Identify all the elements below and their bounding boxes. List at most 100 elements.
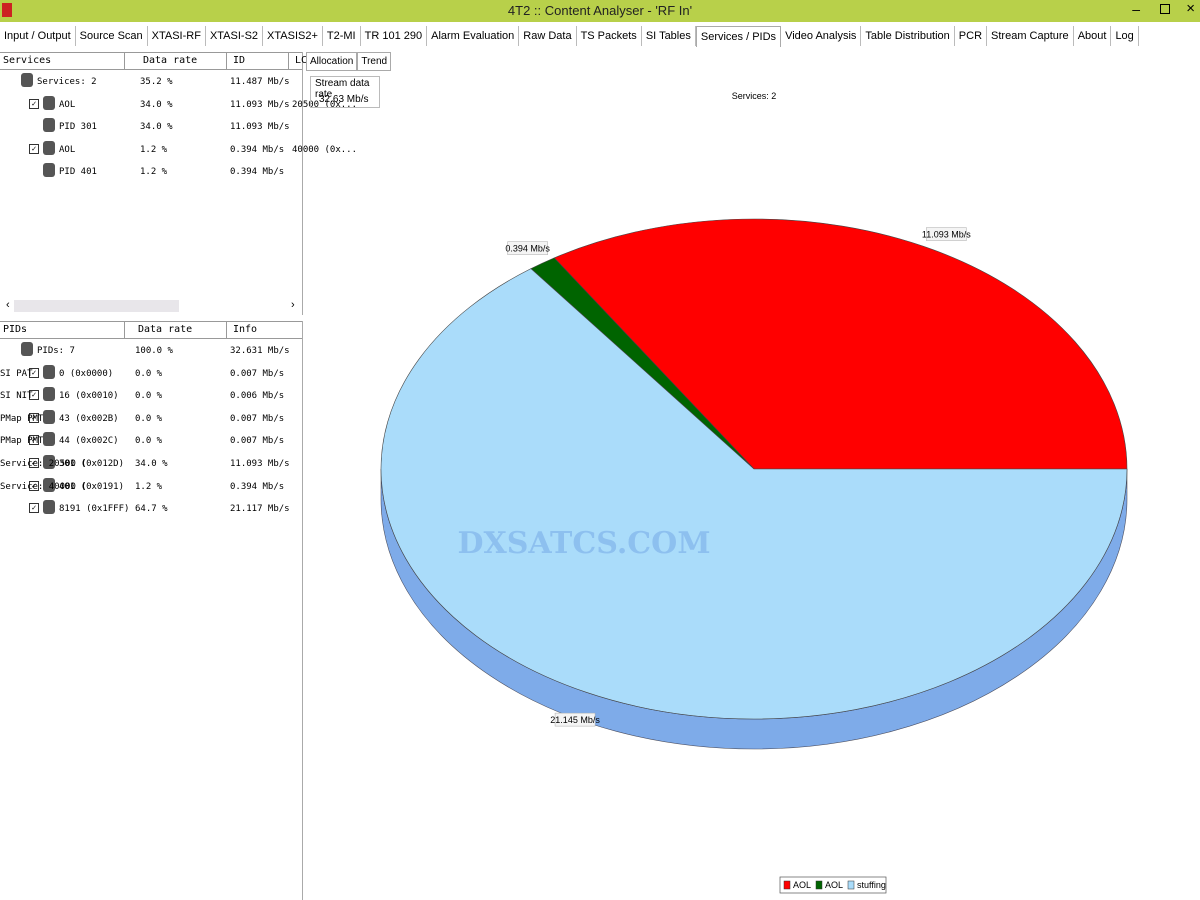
tab[interactable]: Services / PIDs	[695, 26, 782, 47]
window-title: 4T2 :: Content Analyser - 'RF In'	[507, 3, 693, 18]
checkbox[interactable]: ✓	[29, 457, 39, 468]
minimize-button[interactable]: –	[1132, 1, 1140, 17]
tab[interactable]: Stream Capture	[987, 26, 1074, 46]
checkbox[interactable]: ✓	[29, 435, 39, 446]
chart-tabs: Allocation Trend	[306, 52, 392, 71]
checkbox[interactable]: ✓	[29, 367, 39, 378]
tab[interactable]: Video Analysis	[781, 26, 862, 46]
column-header: Services	[3, 55, 52, 66]
column-divider	[124, 322, 125, 338]
cell: 43 (0x002B)	[59, 413, 119, 424]
tab[interactable]: About	[1074, 26, 1112, 46]
cell: 0.007 Mb/s	[230, 413, 285, 424]
cell: 11.093 Mb/s	[230, 458, 290, 469]
cell: 0.006 Mb/s	[230, 391, 285, 402]
scrollbar[interactable]	[14, 300, 179, 312]
close-button[interactable]: ×	[1186, 0, 1195, 17]
tab[interactable]: TS Packets	[577, 26, 642, 46]
row-icon	[21, 73, 33, 87]
legend-box	[779, 876, 887, 894]
checkbox[interactable]: ✓	[29, 390, 39, 401]
table-row: ✓ 0 (0x0000) 0.0 % 0.007 Mb/s SI PAT	[0, 362, 302, 385]
cell: 11.093 Mb/s	[230, 99, 290, 110]
checkbox[interactable]: ✓	[29, 143, 39, 154]
tab[interactable]: Table Distribution	[861, 26, 955, 46]
column-divider	[288, 53, 289, 69]
cell: AOL	[59, 144, 76, 155]
column-header: LC	[295, 55, 308, 66]
tab[interactable]: XTASI-S2	[206, 26, 264, 46]
checkbox[interactable]: ✓	[29, 412, 39, 423]
cell: 401 (0x0191)	[59, 481, 125, 492]
cell: 11.487 Mb/s	[230, 77, 290, 87]
checkbox[interactable]: ✓	[29, 480, 39, 491]
watermark: DXSATCS.COM	[457, 526, 710, 561]
cell: 34.0 %	[135, 458, 168, 469]
tab[interactable]: TR 101 290	[361, 26, 428, 46]
row-icon	[43, 364, 55, 379]
cell: 40000 (0x...	[292, 144, 358, 155]
scroll-right[interactable]: ›	[291, 299, 295, 311]
table-row: ✓ AOL 1.2 % 0.394 Mb/s 40000 (0x...	[0, 138, 357, 161]
pie-slice	[380, 268, 1128, 720]
tab[interactable]: XTASI-RF	[148, 26, 206, 46]
cell: 0.394 Mb/s	[230, 144, 285, 155]
cell: 0.394 Mb/s	[230, 167, 285, 178]
row-icon	[43, 387, 55, 402]
legend-swatch	[783, 880, 791, 890]
tab[interactable]: Source Scan	[76, 26, 148, 46]
app-icon	[2, 3, 12, 17]
chart-tab[interactable]: Allocation	[306, 52, 358, 71]
cell: 8191 (0x1FFF)	[59, 504, 130, 515]
cell: Services: 2	[37, 77, 97, 87]
tab[interactable]: SI Tables	[642, 26, 696, 46]
cell: 0 (0x0000)	[59, 368, 114, 379]
title-bar: 4T2 :: Content Analyser - 'RF In' – ×	[0, 0, 1200, 22]
scroll-left[interactable]: ‹	[6, 299, 10, 311]
table-row: ✓ 8191 (0x1FFF) 64.7 % 21.117 Mb/s	[0, 497, 302, 520]
cell: 301 (0x012D)	[59, 458, 125, 469]
rate-box: Stream data rate 32.63 Mb/s	[310, 76, 380, 108]
legend-label: stuffing	[857, 880, 886, 890]
column-header: PIDs	[3, 324, 28, 335]
cell: 35.2 %	[140, 77, 173, 87]
table-row: ✓ AOL 34.0 % 11.093 Mb/s 20500 (0x...	[0, 93, 357, 116]
checkbox[interactable]: ✓	[29, 98, 39, 109]
chart: Services: 2 11.093 Mb/s 0.394 Mb/s 21.145 M…	[380, 91, 1128, 894]
cell: AOL	[59, 99, 76, 110]
services-panel: Services Data rate ID LC Services: 2 35.2 % 11…	[0, 52, 357, 315]
cell: 0.0 %	[135, 391, 163, 402]
tab[interactable]: Alarm Evaluation	[427, 26, 520, 46]
row-icon	[43, 118, 55, 133]
row-icon	[43, 432, 55, 447]
cell: 0.0 %	[135, 413, 163, 424]
legend-swatch	[815, 880, 823, 890]
cell: 34.0 %	[140, 99, 173, 110]
data-label-box	[926, 227, 967, 241]
tab[interactable]: XTASIS2+	[263, 26, 323, 46]
cell: 0.0 %	[135, 436, 163, 447]
tab[interactable]: Log	[1111, 26, 1139, 46]
tab[interactable]: T2-MI	[323, 26, 361, 46]
cell: PMap PMT	[0, 436, 44, 447]
table-header: PIDs Data rate Info	[0, 321, 302, 339]
column-header: Data rate	[138, 324, 193, 335]
restore-button[interactable]	[1160, 4, 1170, 14]
table-row: PID 401 1.2 % 0.394 Mb/s	[0, 160, 302, 183]
column-divider	[226, 322, 227, 338]
checkbox[interactable]: ✓	[29, 503, 39, 514]
cell: 21.117 Mb/s	[230, 504, 290, 515]
tab[interactable]: PCR	[955, 26, 988, 46]
column-divider	[124, 53, 125, 69]
tab[interactable]: Input / Output	[0, 26, 76, 46]
column-header: Data rate	[143, 55, 198, 66]
cell: 100.0 %	[135, 346, 173, 356]
cell: PID 401	[59, 167, 97, 178]
cell: 1.2 %	[135, 481, 163, 492]
tab[interactable]: Raw Data	[519, 26, 577, 46]
cell: 44 (0x002C)	[59, 436, 119, 447]
table-header: Services Data rate ID LC	[0, 52, 307, 70]
cell: SI PAT	[0, 368, 33, 379]
data-label-box	[554, 712, 596, 727]
chart-tab[interactable]: Trend	[357, 52, 392, 71]
